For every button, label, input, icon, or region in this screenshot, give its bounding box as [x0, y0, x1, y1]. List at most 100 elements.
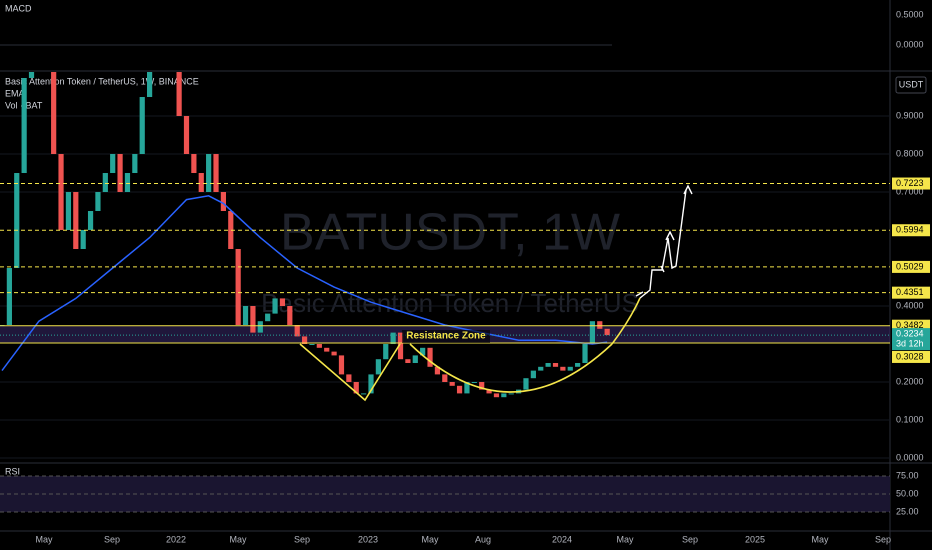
time-label: Sep [104, 534, 120, 544]
level-label: 0.3482 [896, 320, 924, 330]
candle [597, 321, 603, 329]
time-label: May [616, 534, 634, 544]
candle [287, 306, 293, 326]
candle [604, 328, 610, 336]
time-label: Sep [682, 534, 698, 544]
candle [294, 325, 300, 337]
candle [501, 393, 507, 398]
candle [73, 192, 79, 250]
arrows [635, 184, 693, 299]
arrow-heads [635, 184, 693, 297]
candle [191, 154, 197, 174]
candle [346, 374, 352, 383]
candle [560, 366, 566, 371]
candle [65, 192, 72, 231]
candle [338, 355, 345, 375]
candle [316, 344, 322, 348]
candle [147, 72, 153, 98]
level-label: 0.5029 [896, 261, 924, 271]
currency[interactable]: USDT [899, 79, 924, 89]
candle [545, 363, 551, 367]
level-label: 0.5994 [896, 225, 924, 235]
time-label: May [35, 534, 53, 544]
level-label: 0.4351 [896, 287, 924, 297]
annotation: Resistance Zone [406, 331, 486, 342]
candle [368, 374, 374, 394]
time-label: Aug [475, 534, 491, 544]
arrow-path [639, 189, 687, 299]
candle [493, 393, 500, 398]
candle [279, 298, 286, 307]
candle [375, 359, 381, 375]
y-tick-label: 0.4000 [896, 300, 924, 310]
y-tick-label: 0.8000 [896, 148, 924, 158]
annotation-bg [402, 330, 490, 343]
candle [242, 306, 249, 326]
y-tick-label: 0.2000 [896, 376, 924, 386]
candle [412, 355, 418, 364]
level-tag [892, 350, 930, 363]
time-label: 2022 [166, 534, 186, 544]
candle [6, 268, 12, 326]
candle [301, 336, 308, 345]
time-label: Sep [875, 534, 891, 544]
y-tick-label: 0.1000 [896, 414, 924, 424]
candle [353, 382, 359, 394]
candle [420, 347, 426, 356]
candle [102, 173, 108, 193]
level-label: 0.7223 [896, 178, 924, 188]
candle [442, 374, 448, 383]
candle [456, 385, 463, 394]
candle [523, 378, 529, 390]
candle [235, 249, 241, 326]
candle [427, 347, 433, 367]
candle [530, 370, 536, 379]
candle [397, 332, 404, 360]
candle [139, 97, 145, 155]
y-tick-label: 0.0000 [896, 452, 924, 462]
macd-label: MACD [5, 3, 32, 13]
candle [265, 313, 271, 322]
candle [552, 363, 559, 367]
time-label: Sep [294, 534, 310, 544]
time-label: 2023 [358, 534, 378, 544]
ema-line [1, 195, 608, 372]
candle [309, 344, 315, 346]
candle [383, 344, 389, 360]
indicator-label: EMA [5, 88, 25, 98]
level-tag [892, 260, 930, 273]
currency-button[interactable] [895, 76, 927, 94]
candle [567, 366, 573, 371]
level-tag [892, 286, 930, 299]
candle [206, 154, 212, 193]
rsi-tick-label: 50.00 [896, 488, 919, 498]
watermark: BATUSDT, 1W [280, 204, 620, 262]
y-tick-label: 0.9000 [896, 110, 924, 120]
rsi-label: RSI [5, 466, 20, 476]
candle [538, 366, 544, 371]
level-label: 0.3028 [896, 351, 924, 361]
candle [479, 382, 485, 390]
time-label: May [811, 534, 829, 544]
y-tick-label: 0.7000 [896, 186, 924, 196]
time-label: May [421, 534, 439, 544]
candle [117, 154, 123, 193]
rsi-tick-label: 25.00 [896, 506, 919, 516]
cup [409, 343, 613, 393]
double-bottom [299, 343, 401, 402]
candle [508, 393, 514, 395]
candle [250, 306, 256, 333]
projection [611, 297, 641, 345]
candle [183, 116, 190, 155]
candle [434, 366, 441, 375]
candle [331, 351, 337, 356]
candle [80, 230, 86, 250]
candle [589, 321, 595, 345]
candle [361, 393, 367, 395]
candle [176, 72, 182, 117]
candle [228, 211, 234, 250]
candle [464, 382, 470, 394]
candle [582, 344, 588, 364]
candle [51, 72, 57, 155]
